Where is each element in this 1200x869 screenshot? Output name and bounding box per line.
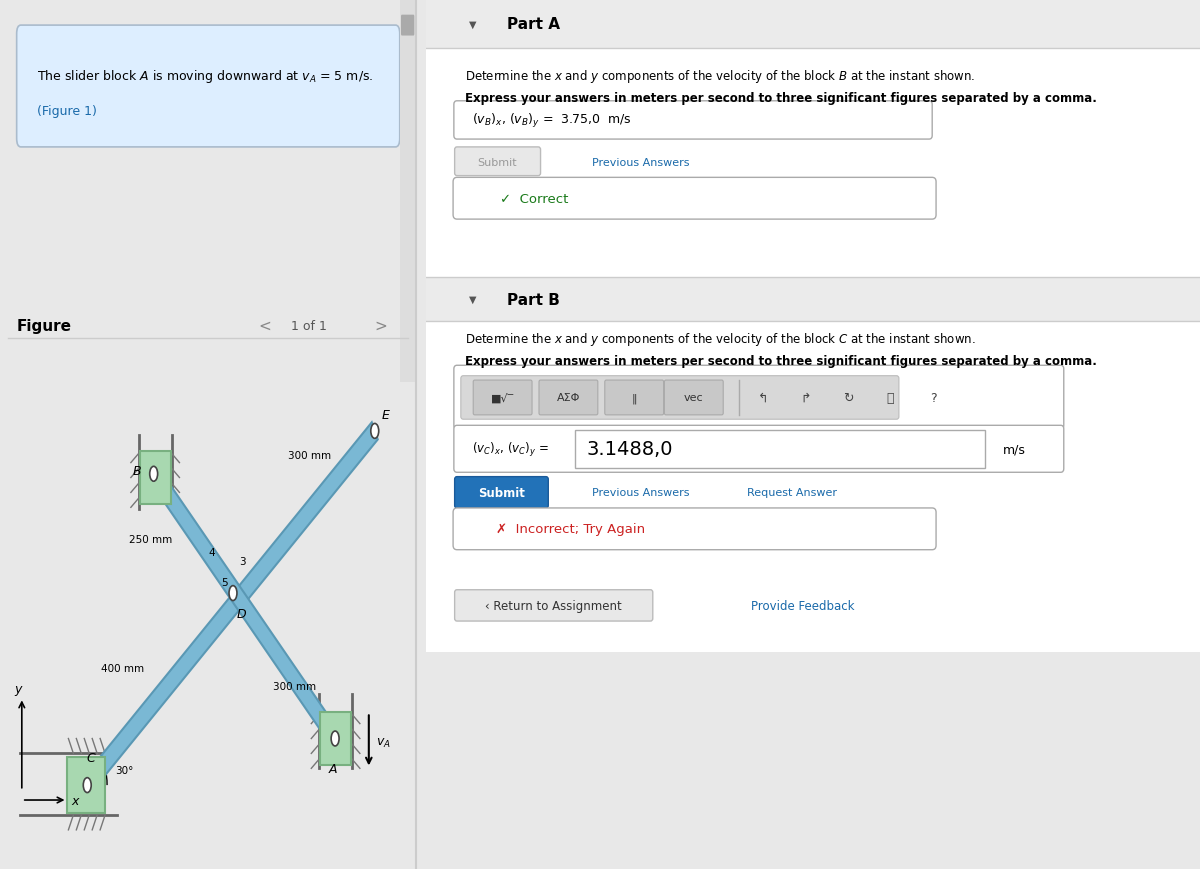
Text: ▼: ▼: [468, 19, 476, 30]
Text: Provide Feedback: Provide Feedback: [751, 600, 854, 612]
Circle shape: [150, 467, 157, 481]
FancyBboxPatch shape: [605, 381, 664, 415]
Text: Submit: Submit: [478, 487, 524, 499]
FancyBboxPatch shape: [575, 430, 985, 468]
Text: ✓  Correct: ✓ Correct: [499, 193, 568, 205]
Text: Previous Answers: Previous Answers: [593, 488, 690, 498]
Text: Part A: Part A: [508, 17, 560, 32]
Text: Express your answers in meters per second to three significant figures separated: Express your answers in meters per secon…: [464, 92, 1097, 104]
Text: y: y: [14, 682, 22, 695]
Text: ↱: ↱: [800, 392, 810, 404]
Text: x: x: [71, 793, 79, 806]
Text: D: D: [238, 607, 247, 620]
Text: Part B: Part B: [508, 292, 560, 308]
FancyBboxPatch shape: [401, 16, 414, 36]
Circle shape: [83, 778, 91, 793]
FancyBboxPatch shape: [455, 148, 540, 176]
Text: $(v_C)_x$, $(v_C)_y$ =: $(v_C)_x$, $(v_C)_y$ =: [473, 441, 550, 458]
Text: 5: 5: [221, 577, 227, 587]
Circle shape: [229, 586, 236, 600]
FancyBboxPatch shape: [455, 590, 653, 621]
FancyBboxPatch shape: [461, 376, 899, 420]
FancyBboxPatch shape: [473, 381, 532, 415]
Text: A: A: [329, 762, 337, 775]
Text: Figure: Figure: [17, 318, 72, 334]
Text: ↻: ↻: [842, 392, 853, 404]
Text: ✗  Incorrect; Try Again: ✗ Incorrect; Try Again: [496, 523, 644, 535]
Text: ‹ Return to Assignment: ‹ Return to Assignment: [485, 600, 622, 612]
FancyBboxPatch shape: [454, 366, 1063, 429]
Text: >: >: [374, 318, 388, 334]
Text: <: <: [258, 318, 271, 334]
Text: B: B: [132, 464, 142, 477]
FancyBboxPatch shape: [17, 26, 400, 148]
Text: 1 of 1: 1 of 1: [292, 320, 328, 332]
Text: ?: ?: [930, 392, 936, 404]
Text: ⎕: ⎕: [887, 392, 894, 404]
Text: ↰: ↰: [757, 392, 768, 404]
Circle shape: [371, 424, 379, 439]
FancyBboxPatch shape: [454, 426, 1063, 473]
Text: (Figure 1): (Figure 1): [37, 105, 97, 117]
FancyBboxPatch shape: [426, 0, 1200, 49]
FancyBboxPatch shape: [426, 278, 1200, 322]
FancyBboxPatch shape: [539, 381, 598, 415]
Text: C: C: [86, 751, 96, 764]
FancyBboxPatch shape: [665, 381, 724, 415]
Circle shape: [331, 731, 340, 746]
Bar: [67, 757, 106, 813]
Text: E: E: [382, 408, 390, 421]
Text: 3: 3: [240, 557, 246, 567]
FancyBboxPatch shape: [426, 49, 1200, 278]
Text: $(v_B)_x$, $(v_B)_y$ =  3.75,0  m/s: $(v_B)_x$, $(v_B)_y$ = 3.75,0 m/s: [473, 112, 632, 129]
Text: 4: 4: [209, 547, 216, 557]
FancyBboxPatch shape: [455, 477, 548, 508]
Text: ■√‾: ■√‾: [491, 393, 515, 403]
Text: Previous Answers: Previous Answers: [593, 157, 690, 168]
Text: ▼: ▼: [468, 295, 476, 305]
FancyBboxPatch shape: [454, 102, 932, 140]
Text: m/s: m/s: [1003, 443, 1026, 455]
Text: 250 mm: 250 mm: [130, 534, 173, 544]
Text: 300 mm: 300 mm: [288, 451, 331, 461]
FancyBboxPatch shape: [426, 322, 1200, 652]
Text: 300 mm: 300 mm: [272, 681, 316, 692]
Bar: [320, 713, 350, 765]
Text: The slider block $\mathit{A}$ is moving downward at $v_A$ = 5 m/s.: The slider block $\mathit{A}$ is moving …: [37, 68, 374, 85]
Text: Determine the $x$ and $y$ components of the velocity of the block $B$ at the ins: Determine the $x$ and $y$ components of …: [464, 68, 976, 85]
FancyBboxPatch shape: [454, 178, 936, 220]
Text: 3.1488,0: 3.1488,0: [587, 440, 673, 459]
Text: Determine the $x$ and $y$ components of the velocity of the block $C$ at the ins: Determine the $x$ and $y$ components of …: [464, 330, 976, 348]
Text: Request Answer: Request Answer: [748, 488, 838, 498]
Text: Submit: Submit: [478, 157, 517, 168]
Polygon shape: [150, 466, 338, 746]
Bar: [400, 0, 416, 382]
Text: ‖: ‖: [631, 393, 637, 403]
Polygon shape: [84, 423, 378, 793]
Text: 400 mm: 400 mm: [101, 663, 144, 673]
Text: $v_A$: $v_A$: [376, 736, 390, 749]
Text: 30°: 30°: [115, 766, 133, 775]
Bar: [139, 452, 170, 504]
Text: ΑΣΦ: ΑΣΦ: [557, 393, 580, 403]
Text: Express your answers in meters per second to three significant figures separated: Express your answers in meters per secon…: [464, 355, 1097, 367]
Text: vec: vec: [684, 393, 703, 403]
FancyBboxPatch shape: [454, 508, 936, 550]
